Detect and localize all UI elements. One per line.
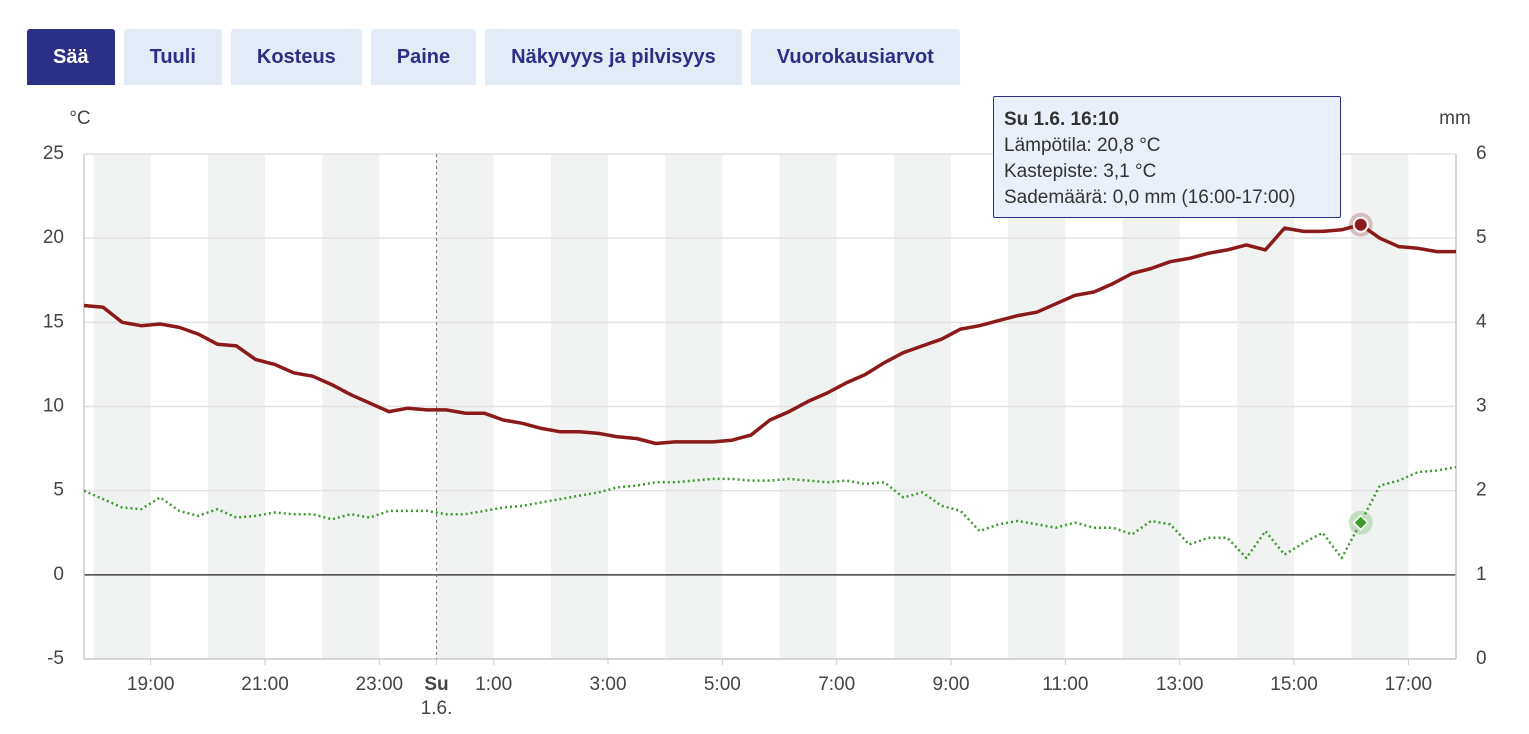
tab[interactable]: Paine — [370, 29, 477, 85]
x-tick-label: Su — [424, 674, 448, 695]
tooltip-line: Sademäärä: 0,0 mm (16:00-17:00) — [1004, 187, 1296, 208]
y-tick-label: 10 — [43, 396, 64, 417]
x-tick-label: 17:00 — [1385, 674, 1433, 695]
y2-tick-label: 2 — [1476, 480, 1487, 501]
tab-bar: Sää Tuuli Kosteus Paine Näkyvyys ja pilvisyy… — [27, 29, 960, 85]
y-tick-label: 15 — [43, 311, 64, 332]
x-tick-label: 13:00 — [1156, 674, 1204, 695]
series-line — [83, 222, 1456, 446]
y-tick-label: 5 — [53, 480, 64, 501]
x-tick-label: 1:00 — [475, 674, 512, 695]
x-tick-label: 9:00 — [933, 674, 970, 695]
tab[interactable]: Näkyvyys ja pilvisyys — [485, 29, 742, 85]
highlight-point — [1352, 216, 1369, 233]
y-tick-label: 20 — [43, 227, 64, 248]
y2-tick-label: 3 — [1476, 396, 1487, 417]
tooltip-line: Su 1.6. 16:10 — [1004, 109, 1120, 130]
y2-tick-label: 0 — [1476, 648, 1487, 669]
y-tick-label: 0 — [53, 564, 64, 585]
tab[interactable]: Kosteus — [230, 29, 362, 85]
tooltip-line: Kastepiste: 3,1 °C — [1004, 161, 1157, 182]
y-tick-label: -5 — [47, 648, 64, 669]
y2-tick-label: 1 — [1476, 564, 1487, 585]
tooltip: Su 1.6. 16:10 Lämpötila: 20,8 °C Kastepist… — [993, 96, 1341, 218]
y-axis-unit: °C — [69, 108, 90, 129]
x-tick-label: 23:00 — [356, 674, 404, 695]
tab[interactable]: Sää — [27, 29, 115, 85]
y2-tick-label: 6 — [1476, 143, 1487, 164]
y2-tick-label: 4 — [1476, 311, 1487, 332]
tab[interactable]: Vuorokausiarvot — [750, 29, 960, 85]
x-tick-label: 15:00 — [1270, 674, 1318, 695]
y2-tick-label: 5 — [1476, 227, 1487, 248]
x-tick-label: 3:00 — [590, 674, 627, 695]
x-tick-label: 7:00 — [818, 674, 855, 695]
x-tick-label: 19:00 — [127, 674, 175, 695]
y-tick-label: 25 — [43, 143, 64, 164]
y2-axis-unit: mm — [1439, 108, 1471, 129]
x-tick-sublabel: 1.6. — [421, 698, 453, 719]
highlight-point — [1352, 514, 1369, 531]
tooltip-line: Lämpötila: 20,8 °C — [1004, 135, 1161, 156]
tab[interactable]: Tuuli — [123, 29, 222, 85]
x-tick-label: 21:00 — [241, 674, 289, 695]
x-tick-label: 5:00 — [704, 674, 741, 695]
x-tick-label: 11:00 — [1042, 674, 1088, 695]
